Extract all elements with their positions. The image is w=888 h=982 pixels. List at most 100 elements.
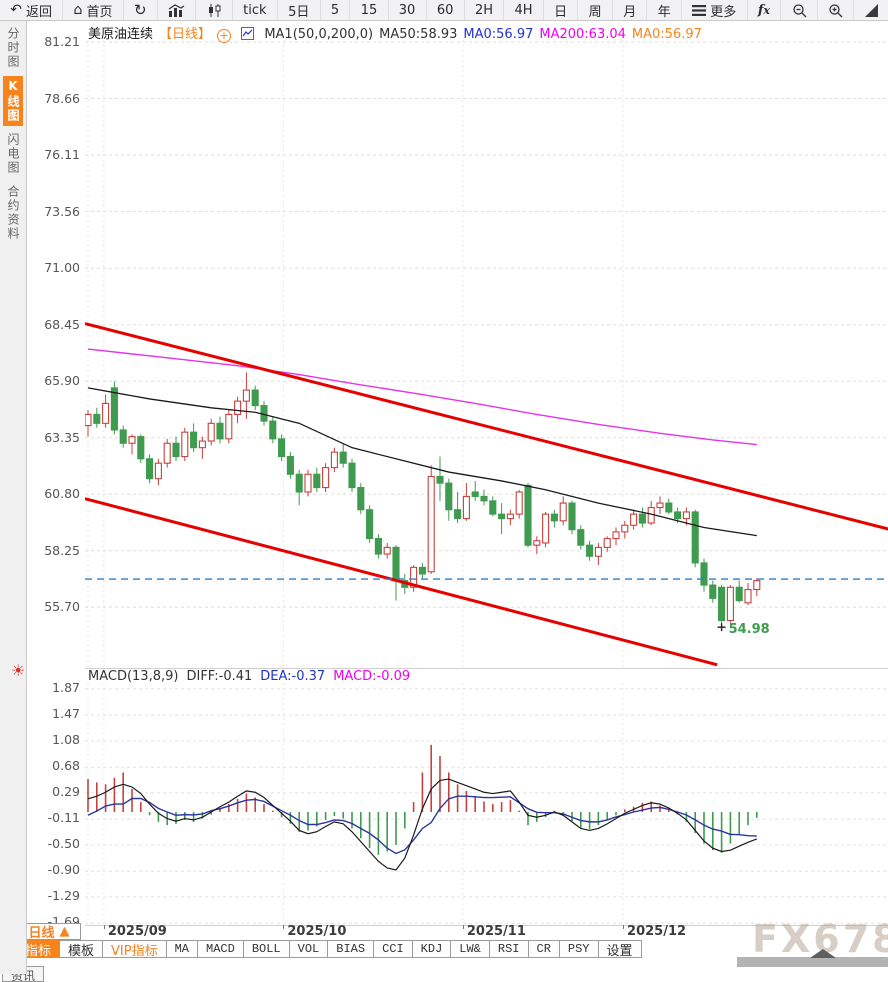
toolbar-item-30[interactable]: 30	[389, 0, 427, 20]
period-selector-button[interactable]: 日线 ▲	[17, 923, 81, 941]
menu-icon	[692, 4, 707, 16]
indicator-tab-VIP指标[interactable]: VIP指标	[102, 940, 167, 959]
indicator-tab-PSY[interactable]: PSY	[558, 940, 599, 958]
indicator-tab-MA[interactable]: MA	[165, 940, 199, 958]
toolbar-item-draw[interactable]	[854, 0, 888, 20]
toolbar-item-label: 年	[657, 4, 671, 20]
x-axis-tick	[462, 925, 464, 929]
x-axis-tick	[623, 925, 625, 929]
indicator-tab-BIAS[interactable]: BIAS	[327, 940, 375, 958]
period-selector-label: 日线	[28, 926, 55, 941]
toolbar-item-more[interactable]: 更多	[682, 0, 748, 20]
sidebar-item-kline[interactable]: K线图	[3, 76, 23, 126]
indicator-tab-RSI[interactable]: RSI	[488, 940, 529, 958]
main-y-axis-label: 63.35	[44, 429, 80, 445]
scroll-up-arrow-icon[interactable]	[810, 949, 836, 958]
zoom-in-icon	[829, 3, 843, 17]
macd-y-axis-label: -1.29	[47, 888, 80, 903]
main-y-axis-label: 65.90	[44, 373, 80, 388]
toolbar-item-home[interactable]: ⌂ 首页	[63, 0, 124, 20]
toolbar-item-fx[interactable]: fx	[748, 0, 782, 20]
indicator-tab-KDJ[interactable]: KDJ	[411, 940, 452, 958]
indicator-tab-模板[interactable]: 模板	[59, 940, 104, 959]
macd-y-axis-label: -0.90	[47, 862, 80, 877]
toolbar-item-year[interactable]: 年	[647, 0, 683, 20]
toolbar-item-label: 60	[436, 2, 454, 18]
toolbar-item-5d[interactable]: 5日	[278, 0, 321, 20]
toolbar-item-zoom-in[interactable]	[818, 0, 855, 20]
macd-y-axis-label: 0.68	[52, 758, 80, 773]
low-price-label: 54.98	[728, 622, 770, 638]
main-y-axis-label: 58.25	[44, 542, 80, 558]
indicator-settings-sun-icon[interactable]: ☀	[11, 661, 26, 680]
home-icon: ⌂	[73, 2, 83, 18]
horizontal-scrollbar[interactable]	[737, 957, 888, 967]
toolbar-item-day[interactable]: 日	[544, 0, 579, 20]
toolbar-item-label: 5	[330, 2, 340, 18]
ma-params: MA1(50,0,200,0)	[264, 27, 374, 42]
toolbar-item-month[interactable]: 月	[613, 0, 648, 20]
sidebar-item-lightning[interactable]: 闪电图	[6, 133, 20, 175]
main-y-axis-label: 81.21	[44, 34, 80, 49]
toolbar-item-4h[interactable]: 4H	[504, 0, 544, 20]
toolbar-item-tick[interactable]: tick	[233, 0, 278, 20]
diff-value: DIFF:-0.41	[186, 669, 253, 684]
main-y-axis-label: 76.11	[44, 147, 80, 162]
toolbar-item-2h[interactable]: 2H	[465, 0, 505, 20]
dea-value: DEA:-0.37	[260, 669, 326, 684]
indicator-tab-CCI[interactable]: CCI	[373, 940, 413, 958]
refresh-icon: ↻	[133, 0, 147, 19]
toolbar-item-candle-chart[interactable]	[196, 0, 233, 20]
toolbar-item-zoom-out[interactable]	[781, 0, 818, 20]
draw-tool-icon	[864, 3, 878, 17]
indicator-tabs-bar: 指标 模板 VIP指标 MA MACD BOLL VOL BIAS CCI KDJ LW& RSI CR…	[16, 940, 642, 959]
add-indicator-icon[interactable]: +	[217, 29, 232, 43]
toolbar-item-label: 15	[360, 2, 378, 18]
indicator-tab-设置[interactable]: 设置	[597, 940, 642, 959]
macd-y-axis-label: -0.11	[47, 810, 80, 825]
main-y-axis-label: 73.56	[44, 203, 80, 219]
macd-indicator-chart[interactable]	[85, 668, 888, 926]
main-y-axis-label: 78.66	[44, 90, 80, 106]
main-candlestick-chart[interactable]	[85, 28, 888, 668]
sidebar-item-contract-info[interactable]: 合约资料	[6, 185, 20, 241]
chart-header: 美原油连续 【日线】 + MA1(50,0,200,0) MA50:58.93 MA0:…	[88, 23, 708, 44]
toolbar-item-label: 周	[588, 4, 602, 20]
formula-fx-icon: fx	[757, 2, 770, 18]
toolbar-item-5[interactable]: 5	[321, 0, 351, 20]
toolbar-item-label: 日	[554, 4, 568, 20]
macd-y-axis-label: 1.87	[52, 680, 80, 695]
indicator-tab-MACD[interactable]: MACD	[197, 940, 244, 958]
area-chart-icon	[168, 3, 185, 17]
indicator-tab-LW&[interactable]: LW&	[450, 940, 490, 958]
toolbar-item-label: 4H	[514, 2, 533, 18]
toolbar-item-line-chart[interactable]	[158, 0, 197, 20]
toolbar-item-refresh[interactable]: ↻	[124, 0, 158, 20]
toolbar-item-label: 2H	[474, 2, 493, 18]
symbol-name: 美原油连续	[88, 27, 154, 42]
toolbar-item-back[interactable]: ↶ 返回	[0, 0, 64, 20]
ma0-orange-value: MA0:56.97	[631, 27, 702, 42]
candlestick-icon	[208, 3, 221, 17]
indicator-tab-CR[interactable]: CR	[527, 940, 560, 958]
sidebar-item-time-share[interactable]: 分时图	[6, 27, 20, 69]
macd-y-axis-label: 1.08	[52, 732, 80, 747]
indicator-tab-BOLL[interactable]: BOLL	[242, 940, 290, 958]
toolbar-item-label: 30	[398, 2, 416, 18]
ma50-value: MA50:58.93	[379, 27, 458, 42]
macd-header: MACD(13,8,9) DIFF:-0.41 DEA:-0.37 MACD:-0.0…	[88, 669, 418, 684]
chevron-up-icon: ▲	[59, 924, 70, 939]
x-axis-tick	[103, 925, 105, 929]
x-axis-month-label: 2025/11	[466, 924, 526, 939]
x-axis-month-label: 2025/12	[627, 924, 687, 939]
toolbar-item-label: 首页	[86, 4, 113, 20]
toolbar-item-15[interactable]: 15	[350, 0, 389, 20]
x-axis-tick	[283, 925, 285, 929]
toolbar-item-label: 更多	[710, 4, 737, 20]
top-toolbar: ↶ 返回 ⌂ 首页 ↻ tick 5日 5 15 30 60 2H 4H 日周月年更多 fx	[0, 0, 888, 21]
toolbar-item-label: tick	[243, 2, 267, 18]
mini-chart-icon[interactable]	[241, 27, 255, 44]
toolbar-item-week[interactable]: 周	[578, 0, 613, 20]
indicator-tab-VOL[interactable]: VOL	[288, 940, 329, 958]
toolbar-item-60[interactable]: 60	[427, 0, 465, 20]
